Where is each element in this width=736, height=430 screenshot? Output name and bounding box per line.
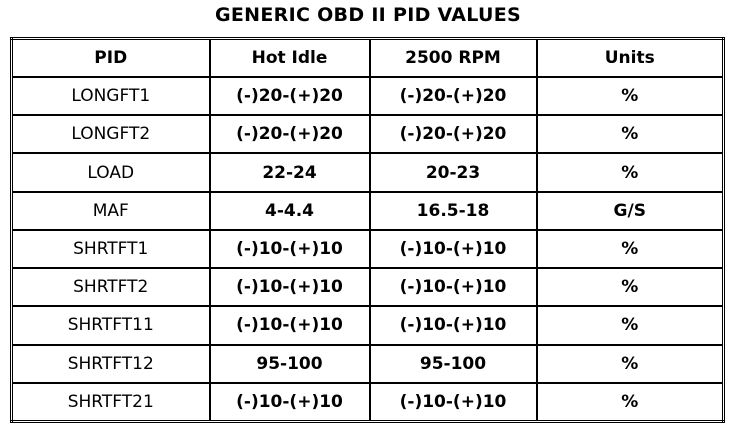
header-cell: Units: [535, 37, 725, 78]
table-row: SHRTFT21 (-)10-(+)10 (-)10-(+)10%: [10, 381, 725, 423]
table-cell: %: [535, 305, 725, 346]
table-cell: SHRTFT11: [10, 305, 211, 346]
table-row: LONGFT1 (-)20-(+)20 (-)20-(+)20%: [10, 75, 725, 117]
table-cell: 22-24: [208, 152, 371, 193]
table-cell: SHRTFT1: [10, 228, 211, 270]
table-cell: LOAD: [10, 152, 211, 193]
table-row: MAF 4-4.4 16.5-18 G/S: [10, 190, 725, 231]
table-cell: 95-100: [208, 343, 371, 384]
table-cell: %: [535, 152, 725, 193]
header-row: PID Hot Idle 2500 RPM Units: [10, 37, 725, 78]
table-cell: 95-100: [368, 343, 538, 384]
table-cell: (-)20-(+)20: [368, 75, 538, 117]
table-row: SHRTFT2 (-)10-(+)10 (-)10-(+)10%: [10, 267, 725, 308]
table-row: SHRTFT11 (-)10-(+)10 (-)10-(+)10%: [10, 305, 725, 346]
table-cell: (-)10-(+)10: [368, 305, 538, 346]
table-cell: LONGFT2: [10, 114, 211, 155]
table-cell: %: [535, 75, 725, 117]
table-cell: (-)10-(+)10: [208, 228, 371, 270]
table-cell: SHRTFT21: [10, 381, 211, 423]
table-cell: (-)20-(+)20: [208, 114, 371, 155]
table-cell: SHRTFT12: [10, 343, 211, 384]
table-cell: (-)10-(+)10: [368, 381, 538, 423]
table-cell: G/S: [535, 190, 725, 231]
table-cell: %: [535, 228, 725, 270]
table-row: SHRTFT1 (-)10-(+)10 (-)10-(+)10%: [10, 228, 725, 270]
table-cell: (-)20-(+)20: [208, 75, 371, 117]
table-cell: (-)10-(+)10: [368, 228, 538, 270]
table-cell: SHRTFT2: [10, 267, 211, 308]
table-cell: 16.5-18: [368, 190, 538, 231]
table-cell: (-)10-(+)10: [368, 267, 538, 308]
table-cell: (-)10-(+)10: [208, 381, 371, 423]
table-cell: (-)20-(+)20: [368, 114, 538, 155]
table-row: SHRTFT12 95-100 95-100%: [10, 343, 725, 384]
table-cell: %: [535, 343, 725, 384]
table-row: LOAD 22-24 20-23%: [10, 152, 725, 193]
table-cell: %: [535, 267, 725, 308]
header-cell: 2500 RPM: [368, 37, 538, 78]
table-cell: 20-23: [368, 152, 538, 193]
table-cell: MAF: [10, 190, 211, 231]
table-cell: LONGFT1: [10, 75, 211, 117]
table-cell: 4-4.4: [208, 190, 371, 231]
table-title: GENERIC OBD II PID VALUES: [214, 4, 521, 26]
pid-table: PID Hot Idle 2500 RPM Units LONGFT1 (-)20-(+…: [10, 37, 725, 423]
header-cell: Hot Idle: [208, 37, 371, 78]
table-cell: %: [535, 114, 725, 155]
table-cell: %: [535, 381, 725, 423]
table-cell: (-)10-(+)10: [208, 267, 371, 308]
table-cell: (-)10-(+)10: [208, 305, 371, 346]
table-row: LONGFT2 (-)20-(+)20 (-)20-(+)20%: [10, 114, 725, 155]
table-body: LONGFT1 (-)20-(+)20 (-)20-(+)20% LONGFT2 (-)…: [10, 75, 725, 423]
header-cell: PID: [10, 37, 211, 78]
